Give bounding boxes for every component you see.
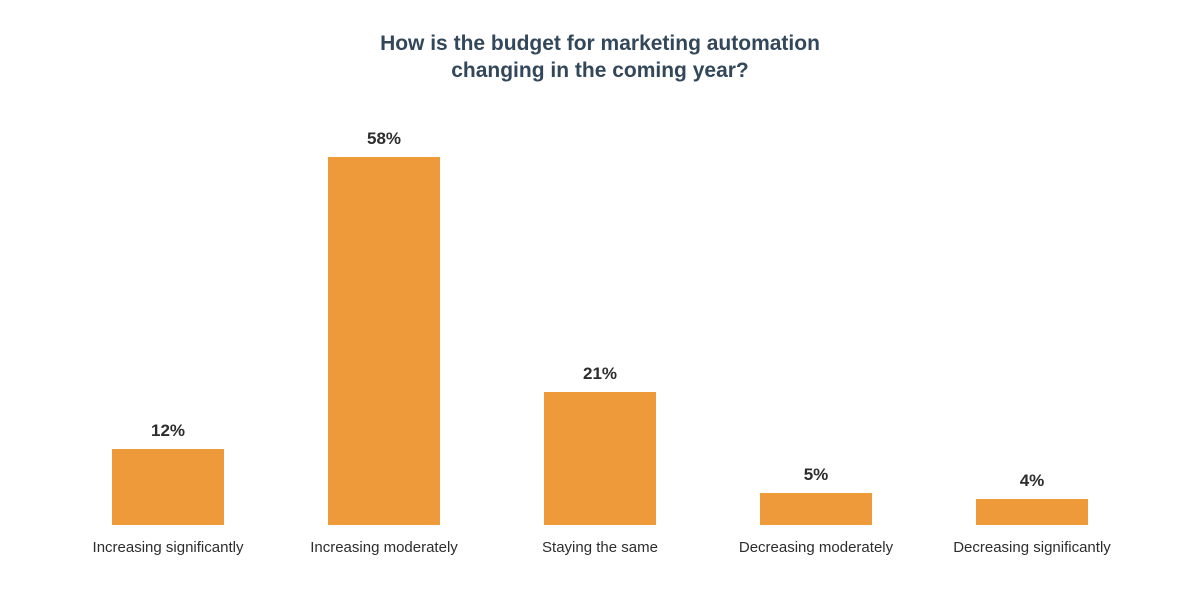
bar-group: 58% [276,105,492,525]
bar-value-label: 4% [1020,471,1045,491]
x-axis-labels: Increasing significantlyIncreasing moder… [60,539,1140,556]
bar-group: 21% [492,105,708,525]
bar-group: 12% [60,105,276,525]
x-axis-label: Increasing significantly [60,539,276,556]
bar [112,449,224,525]
bar [976,499,1088,524]
chart-title-line-1: How is the budget for marketing automati… [60,30,1140,57]
plot-area: 12% 58% 21% 5% 4% [60,105,1140,525]
bar-value-label: 21% [583,364,617,384]
x-axis-label: Decreasing moderately [708,539,924,556]
bar-value-label: 58% [367,129,401,149]
bar [328,157,440,524]
bar [544,392,656,525]
x-axis-label: Staying the same [492,539,708,556]
bar-value-label: 12% [151,421,185,441]
bar-value-label: 5% [804,465,829,485]
chart-title-line-2: changing in the coming year? [60,57,1140,84]
x-axis-label: Increasing moderately [276,539,492,556]
chart-title: How is the budget for marketing automati… [60,30,1140,85]
x-axis-label: Decreasing significantly [924,539,1140,556]
bar-chart: How is the budget for marketing automati… [0,0,1200,600]
bar-group: 5% [708,105,924,525]
bar-group: 4% [924,105,1140,525]
bar [760,493,872,525]
